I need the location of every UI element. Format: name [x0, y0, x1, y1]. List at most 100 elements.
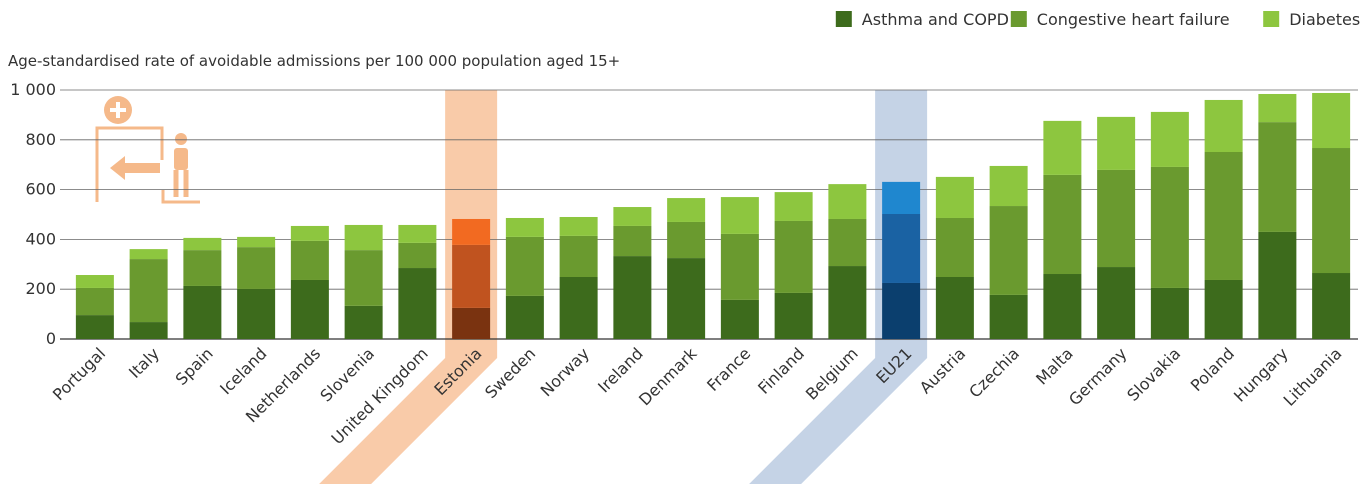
x-tick-label: Ireland [594, 344, 647, 397]
bar-segment [828, 266, 866, 339]
bar-segment [1205, 280, 1243, 339]
bar-segment [775, 192, 813, 221]
bar-segment [560, 277, 598, 339]
bar-segment [560, 236, 598, 277]
y-tick-label: 1 000 [10, 80, 56, 99]
bar-segment [76, 288, 114, 315]
x-tick-label: Lithuania [1280, 344, 1346, 410]
legend-swatch [1011, 11, 1027, 27]
x-tick-label: Slovakia [1123, 344, 1184, 405]
bar-segment [506, 218, 544, 237]
bar-segment [291, 226, 329, 241]
bar-segment [345, 306, 383, 339]
x-tick-label: Italy [125, 344, 163, 382]
bar-segment [1205, 152, 1243, 280]
bar-segment [1151, 288, 1189, 339]
bar-segment [1312, 93, 1350, 148]
bar-segment [990, 206, 1028, 295]
x-tick-label: Iceland [216, 344, 270, 398]
x-tick-label: Portugal [49, 344, 109, 404]
bar-segment [1258, 122, 1296, 232]
bar-segment [1312, 148, 1350, 273]
bar-segment [130, 322, 168, 339]
bar-segment [828, 219, 866, 266]
bar-segment [291, 241, 329, 280]
legend-label: Asthma and COPD [862, 10, 1009, 29]
chart: Age-standardised rate of avoidable admis… [0, 0, 1365, 484]
bar-segment [183, 238, 221, 250]
x-tick-label: France [703, 344, 754, 395]
x-tick-label: Czechia [965, 344, 1023, 402]
bar-segment [452, 308, 490, 339]
bar-segment [183, 286, 221, 339]
bar-segment [667, 198, 705, 222]
bar-segment [1151, 112, 1189, 167]
bar-segment [237, 247, 275, 289]
bar-segment [721, 197, 759, 234]
bar-segment [613, 226, 651, 256]
bar-segment [237, 289, 275, 339]
bar-segment [667, 222, 705, 258]
bar-segment [130, 249, 168, 259]
bar-segment [936, 277, 974, 339]
bar-segment [398, 243, 436, 268]
bar-segment [560, 217, 598, 236]
bar-segment [1312, 273, 1350, 339]
bar-segment [721, 234, 759, 300]
bar-segment [130, 259, 168, 322]
bar-segment [667, 258, 705, 339]
bar-segment [345, 225, 383, 250]
bar-segment [452, 245, 490, 308]
bar-segment [828, 184, 866, 219]
y-tick-label: 200 [25, 279, 56, 298]
bar-segment [882, 182, 920, 214]
bar-segment [345, 250, 383, 306]
bar-segment [1205, 100, 1243, 152]
bar-segment [237, 237, 275, 247]
legend-swatch [1263, 11, 1279, 27]
bar-segment [882, 283, 920, 339]
bar-segment [1043, 175, 1081, 274]
legend-label: Congestive heart failure [1037, 10, 1230, 29]
x-tick-label: Malta [1032, 344, 1077, 389]
bar-segment [1097, 117, 1135, 170]
bar-segment [183, 250, 221, 286]
x-tick-label: Poland [1187, 344, 1238, 395]
bar-segment [1043, 121, 1081, 175]
bar-segment [398, 268, 436, 339]
y-tick-label: 600 [25, 180, 56, 199]
legend-label: Diabetes [1289, 10, 1360, 29]
bar-segment [506, 296, 544, 339]
y-tick-label: 400 [25, 229, 56, 248]
bar-segment [398, 225, 436, 243]
bar-segment [990, 295, 1028, 339]
x-tick-label: Norway [537, 344, 593, 400]
bar-segment [1258, 232, 1296, 339]
bar-segment [613, 256, 651, 339]
bar-segment [990, 166, 1028, 206]
bar-segment [1097, 267, 1135, 339]
x-tick-label: Germany [1065, 344, 1130, 409]
bar-segment [506, 237, 544, 296]
bar-segment [1097, 170, 1135, 267]
bar-segment [613, 207, 651, 226]
bar-segment [936, 177, 974, 218]
y-tick-label: 800 [25, 130, 56, 149]
bar-segment [76, 275, 114, 288]
bar-segment [1258, 94, 1296, 122]
x-tick-label: Finland [754, 344, 808, 398]
bar-segment [452, 219, 490, 245]
icon [97, 96, 200, 202]
bar-segment [775, 221, 813, 293]
bar-segment [291, 280, 329, 339]
x-tick-label: Spain [172, 344, 217, 389]
bar-segment [1043, 274, 1081, 339]
bar-segment [775, 293, 813, 339]
bar-segment [76, 315, 114, 339]
legend-swatch [836, 11, 852, 27]
y-axis-label: Age-standardised rate of avoidable admis… [8, 52, 620, 70]
bar-segment [936, 218, 974, 277]
y-tick-label: 0 [46, 329, 56, 348]
bar-segment [721, 300, 759, 339]
bar-segment [1151, 167, 1189, 288]
